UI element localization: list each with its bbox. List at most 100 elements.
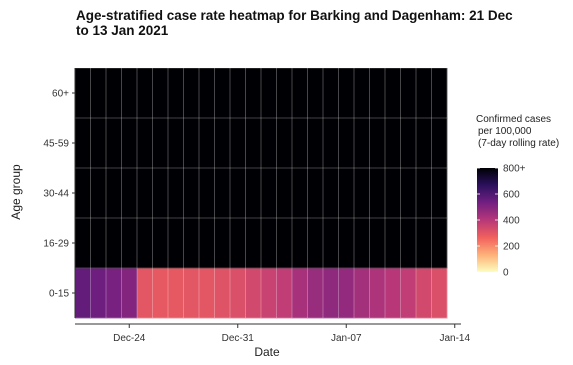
heatmap-cell xyxy=(75,218,91,269)
y-tick-label: 60+ xyxy=(52,89,69,100)
y-tick-label: 0-15 xyxy=(49,289,69,300)
heatmap-cell xyxy=(323,118,339,169)
heatmap-cell xyxy=(307,118,324,169)
heatmap-cell xyxy=(137,118,153,169)
heatmap-cell xyxy=(152,168,169,219)
heatmap-cell xyxy=(152,68,169,119)
heatmap-cell xyxy=(292,168,308,219)
heatmap-cell xyxy=(307,218,324,269)
heatmap-cell xyxy=(75,168,91,219)
x-tick-label: Dec-24 xyxy=(113,333,146,344)
heatmap-cell xyxy=(183,68,200,119)
heatmap-cell xyxy=(106,168,122,219)
heatmap-cell xyxy=(323,68,339,119)
heatmap-cell xyxy=(416,168,432,219)
heatmap-cell xyxy=(75,268,91,319)
heatmap-cell xyxy=(152,218,169,269)
heatmap-cells xyxy=(75,68,448,319)
heatmap-cell xyxy=(152,118,169,169)
heatmap-cell xyxy=(323,268,339,319)
legend-tick-label: 600 xyxy=(503,190,520,201)
heatmap-cell xyxy=(137,218,153,269)
heatmap-cell xyxy=(338,218,355,269)
x-axis-title: Date xyxy=(254,345,280,359)
heatmap-cell xyxy=(152,268,169,319)
heatmap-cell xyxy=(261,68,277,119)
heatmap-cell xyxy=(307,268,324,319)
heatmap-cell xyxy=(338,118,355,169)
heatmap-cell xyxy=(385,168,401,219)
heatmap-cell xyxy=(323,218,339,269)
heatmap-cell xyxy=(261,268,277,319)
heatmap-cell xyxy=(214,268,231,319)
heatmap-cell xyxy=(199,168,215,219)
heatmap-cell xyxy=(261,218,277,269)
heatmap-cell xyxy=(276,118,293,169)
legend-title-line: Confirmed cases xyxy=(476,114,551,125)
legend-tick-label: 200 xyxy=(503,242,520,253)
y-tick-label: 16-29 xyxy=(43,239,69,250)
heatmap-cell xyxy=(416,68,432,119)
heatmap-cell xyxy=(214,68,231,119)
heatmap-cell xyxy=(168,168,184,219)
x-axis: Dec-24 Dec-31 Jan-07 Jan-14 xyxy=(75,323,470,344)
heatmap-cell xyxy=(245,68,262,119)
heatmap-cell xyxy=(230,168,246,219)
heatmap-cell xyxy=(385,118,401,169)
heatmap-cell xyxy=(431,118,448,169)
legend-tick-label: 0 xyxy=(503,268,509,279)
heatmap-cell xyxy=(323,168,339,219)
heatmap-cell xyxy=(338,268,355,319)
heatmap-cell xyxy=(137,268,153,319)
heatmap-cell xyxy=(416,118,432,169)
heatmap-cell xyxy=(230,68,246,119)
heatmap-cell xyxy=(90,218,107,269)
heatmap-cell xyxy=(338,68,355,119)
heatmap-cell xyxy=(369,68,386,119)
heatmap-cell xyxy=(431,218,448,269)
heatmap-cell xyxy=(214,118,231,169)
heatmap-cell xyxy=(431,268,448,319)
heatmap-cell xyxy=(121,118,138,169)
heatmap-cell xyxy=(214,218,231,269)
heatmap-cell xyxy=(90,168,107,219)
legend-title-line: (7-day rolling rate) xyxy=(478,138,559,149)
heatmap-cell xyxy=(354,168,370,219)
heatmap-cell xyxy=(292,68,308,119)
heatmap-cell xyxy=(90,68,107,119)
heatmap-cell xyxy=(183,168,200,219)
y-axis-title: Age group xyxy=(9,164,23,220)
heatmap-cell xyxy=(431,168,448,219)
heatmap-cell xyxy=(121,68,138,119)
heatmap-cell xyxy=(292,118,308,169)
heatmap-cell xyxy=(354,118,370,169)
heatmap-cell xyxy=(137,68,153,119)
heatmap-cell xyxy=(354,218,370,269)
heatmap-cell xyxy=(183,268,200,319)
y-tick-label: 45-59 xyxy=(43,139,69,150)
y-tick-label: 30-44 xyxy=(43,189,69,200)
heatmap-cell xyxy=(106,68,122,119)
heatmap-cell xyxy=(199,68,215,119)
heatmap-cell xyxy=(90,268,107,319)
heatmap-cell xyxy=(400,68,417,119)
x-tick-label: Jan-14 xyxy=(439,333,470,344)
heatmap-cell xyxy=(354,68,370,119)
heatmap-cell xyxy=(400,218,417,269)
heatmap-cell xyxy=(183,218,200,269)
heatmap-cell xyxy=(106,268,122,319)
heatmap-cell xyxy=(121,218,138,269)
heatmap-cell xyxy=(199,218,215,269)
legend-tick-label: 800+ xyxy=(503,164,526,175)
heatmap-cell xyxy=(137,168,153,219)
x-tick-label: Dec-31 xyxy=(222,333,255,344)
heatmap-cell xyxy=(369,118,386,169)
heatmap-cell xyxy=(90,118,107,169)
chart-title: Age-stratified case rate heatmap for Bar… xyxy=(76,8,513,38)
legend-colorbar xyxy=(477,168,498,272)
heatmap-cell xyxy=(400,118,417,169)
heatmap-cell xyxy=(106,118,122,169)
heatmap-cell xyxy=(199,268,215,319)
heatmap-cell xyxy=(307,68,324,119)
